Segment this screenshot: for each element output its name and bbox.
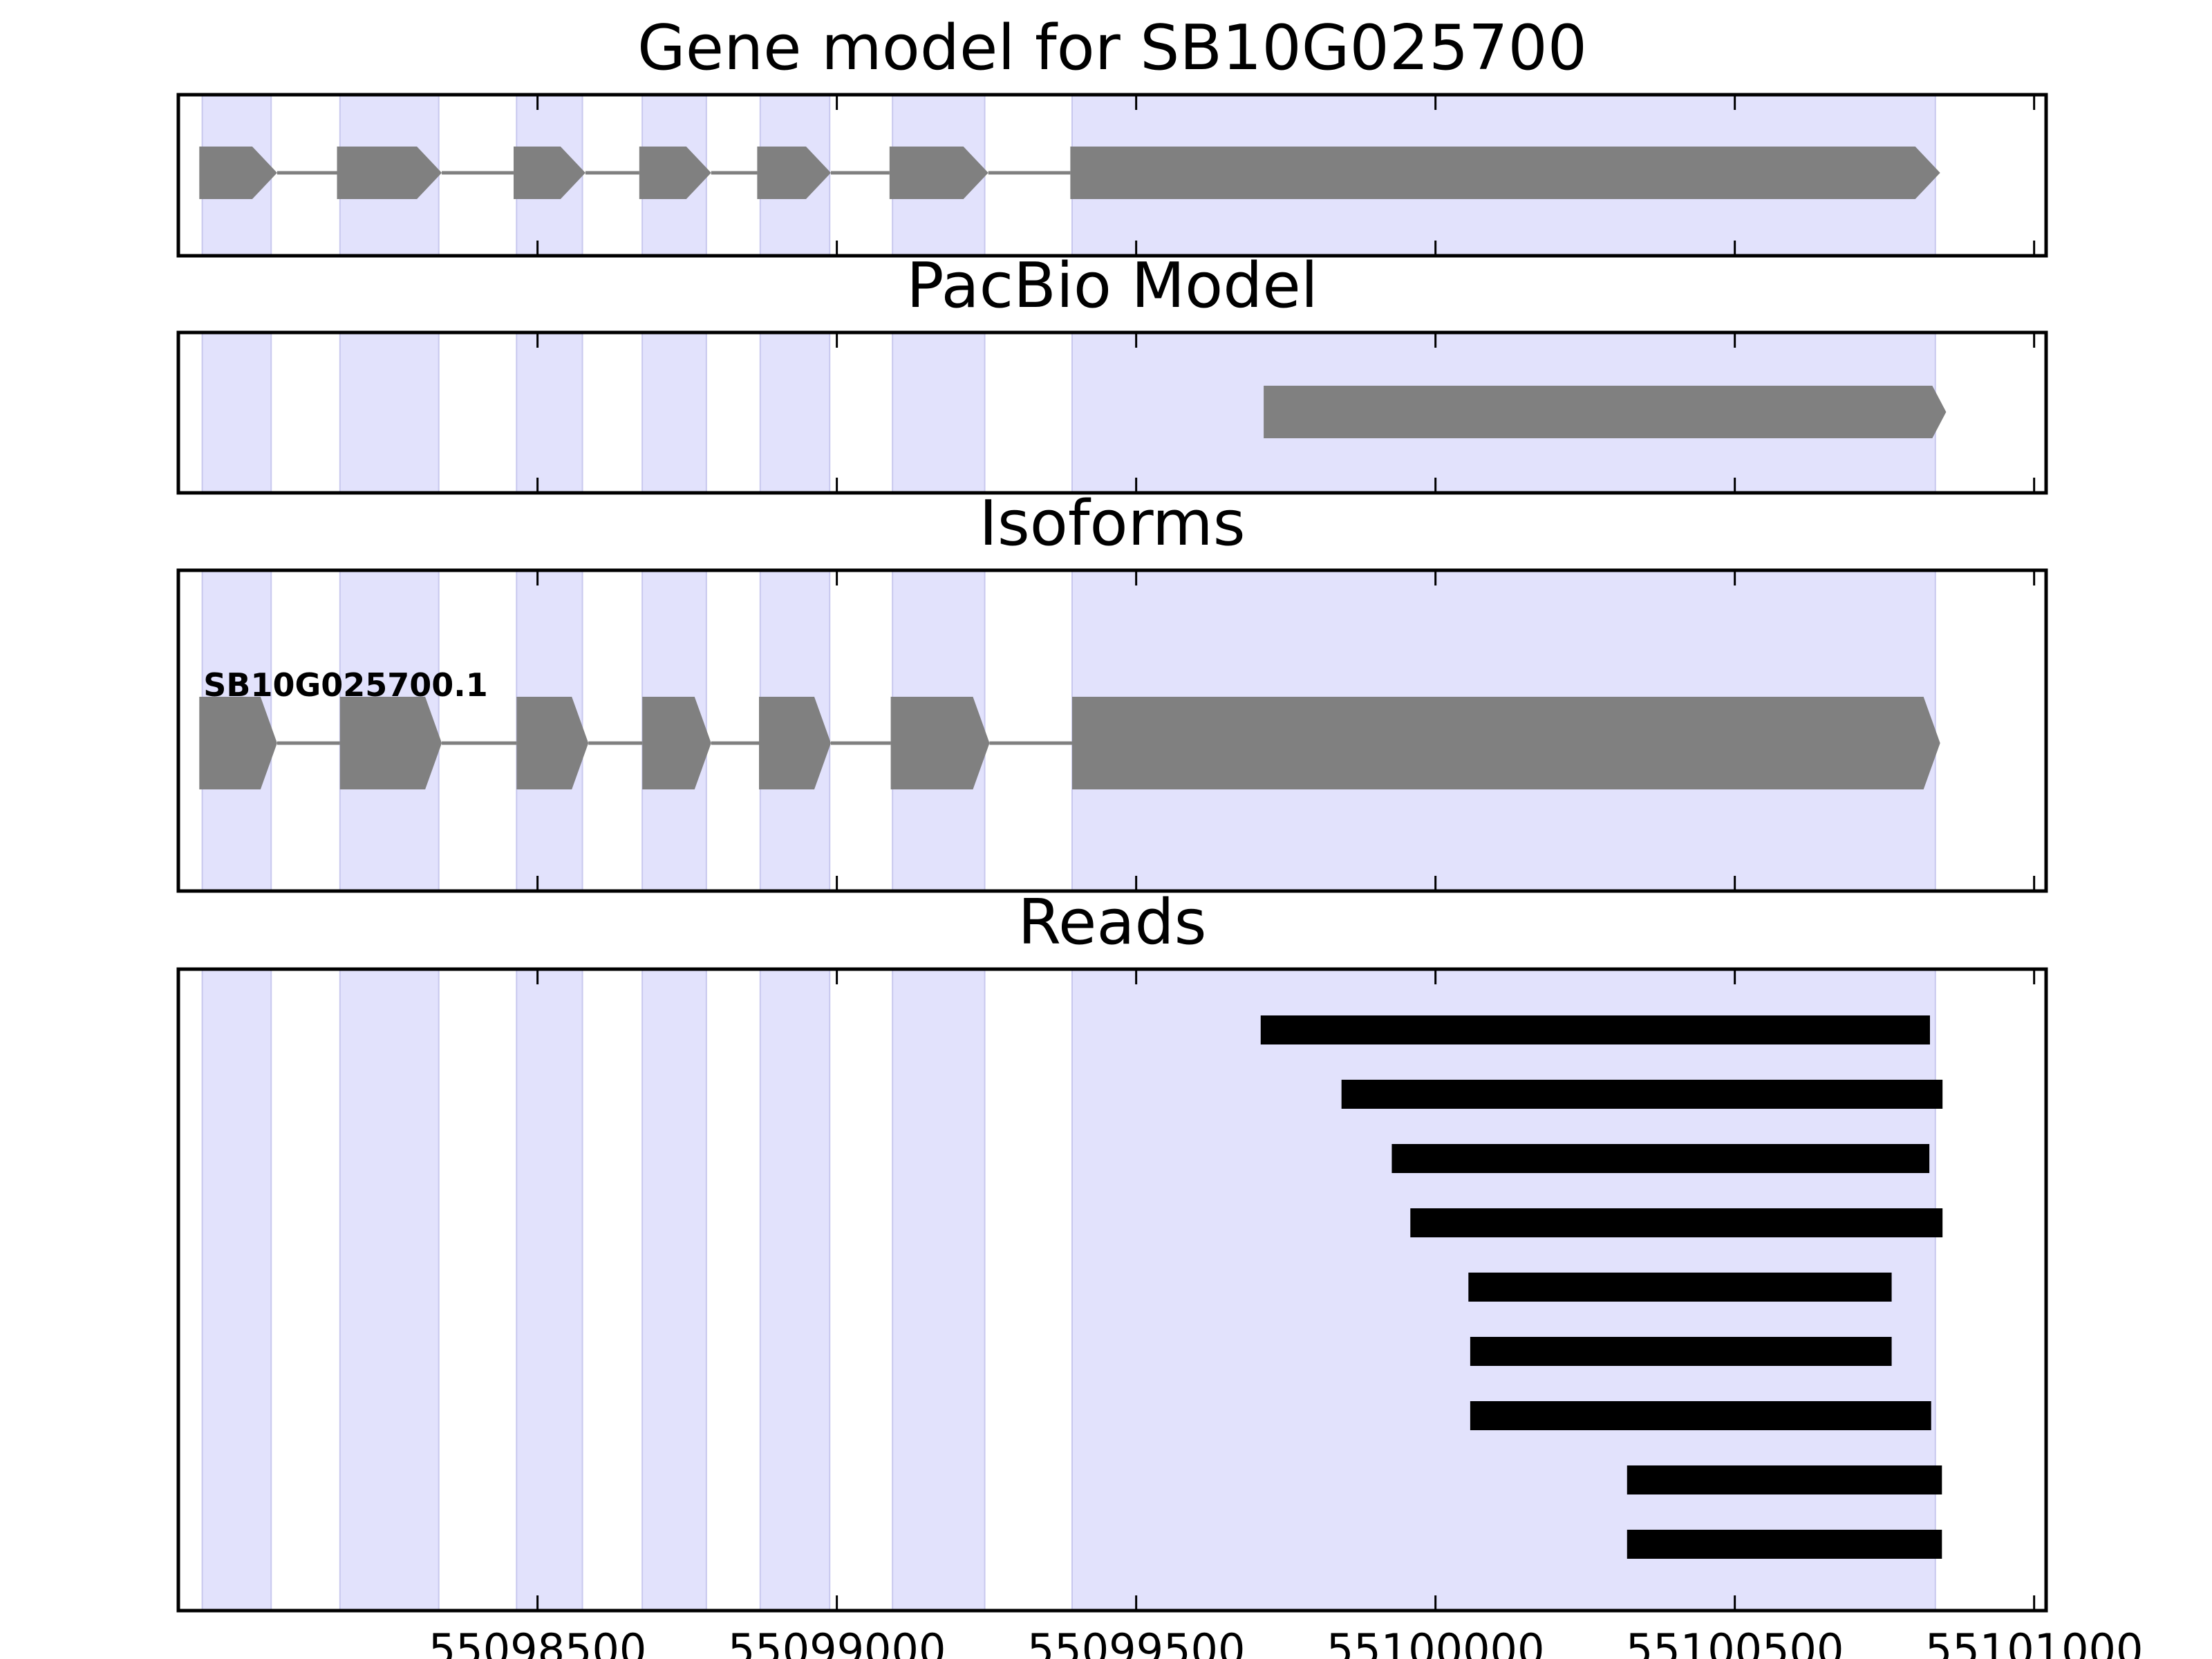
axes-frame <box>176 568 2048 893</box>
exon-block <box>757 147 831 199</box>
read-bar <box>1341 1080 1943 1109</box>
panels-group: Gene model for SB10G025700 PacBio Model Is… <box>176 12 2144 1659</box>
exon-block <box>759 697 831 789</box>
feature-0 <box>199 697 1940 789</box>
exon-block <box>199 147 277 199</box>
exon-band <box>339 968 440 1611</box>
exon-block <box>642 697 711 789</box>
read-bar <box>1470 1337 1892 1366</box>
read-bar <box>1391 1144 1930 1173</box>
feature-0 <box>199 147 1940 199</box>
exon-block <box>516 697 589 789</box>
x-tick-label: 55100000 <box>1327 1624 1545 1659</box>
panel-title: Reads <box>1018 886 1206 959</box>
axes-frame <box>176 93 2048 258</box>
x-tick-label: 55100500 <box>1626 1624 1844 1659</box>
exon-band <box>641 332 707 494</box>
exon-block <box>639 147 711 199</box>
x-tick-label: 55101000 <box>1925 1624 2144 1659</box>
read-bar <box>1627 1530 1942 1559</box>
exon-band <box>339 332 440 494</box>
exon-band <box>892 968 986 1611</box>
exon-band <box>641 968 707 1611</box>
exon-block <box>889 147 988 199</box>
read-bar <box>1410 1208 1943 1237</box>
exon-block <box>337 147 442 199</box>
read-bar <box>1470 1401 1931 1430</box>
panel-0: Gene model for SB10G025700 <box>176 12 2048 258</box>
panel-3: Reads 55098500 55099000 55099500 55100000 551… <box>176 886 2144 1659</box>
feature-0 <box>1264 386 1947 438</box>
exon-block <box>1072 697 1940 789</box>
read-bar <box>1260 1015 1930 1044</box>
panel-1: PacBio Model <box>176 250 2048 495</box>
exon-band <box>201 968 272 1611</box>
exon-band <box>201 332 272 494</box>
exon-block <box>1070 147 1940 199</box>
exon-block <box>199 697 277 789</box>
panel-title: Gene model for SB10G025700 <box>637 12 1587 84</box>
read-bar <box>1468 1273 1892 1302</box>
read-bar <box>1627 1465 1942 1494</box>
exon-block <box>1264 386 1947 438</box>
panel-title: PacBio Model <box>906 250 1318 322</box>
exon-band <box>759 332 831 494</box>
x-tick-label: 55098500 <box>429 1624 647 1659</box>
axes-frame <box>176 330 2048 495</box>
axes-frame <box>176 967 2048 1613</box>
exon-band <box>516 968 583 1611</box>
exon-band <box>892 332 986 494</box>
x-tick-label: 55099000 <box>728 1624 946 1659</box>
x-tick-label: 55099500 <box>1027 1624 1246 1659</box>
isoform-label: SB10G025700.1 <box>203 666 487 704</box>
exon-band <box>516 332 583 494</box>
exon-band <box>759 968 831 1611</box>
panel-title: Isoforms <box>979 487 1245 560</box>
panel-2: Isoforms SB10G025700.1 <box>176 487 2048 893</box>
exon-block <box>339 697 442 789</box>
exon-block <box>514 147 585 199</box>
exon-block <box>890 697 990 789</box>
